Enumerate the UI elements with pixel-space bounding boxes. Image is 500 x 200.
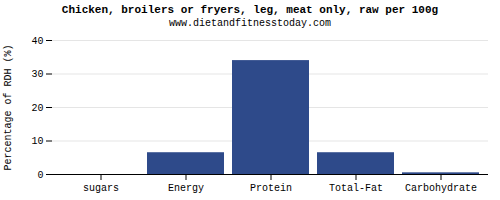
svg-text:Total-Fat: Total-Fat — [329, 183, 383, 194]
svg-text:Energy: Energy — [168, 183, 204, 194]
svg-text:10: 10 — [31, 136, 43, 147]
svg-text:Carbohydrate: Carbohydrate — [405, 183, 477, 194]
html-text:Chicken, broilers or fryers, l: Chicken, broilers or fryers, leg, meat o… — [61, 4, 439, 16]
svg-text:sugars: sugars — [83, 183, 119, 194]
svg-text:30: 30 — [31, 69, 43, 80]
svg-text:Protein: Protein — [250, 183, 292, 194]
svg-text:0: 0 — [37, 170, 43, 181]
svg-text:Percentage of RDH (%): Percentage of RDH (%) — [3, 44, 14, 170]
svg-text:20: 20 — [31, 103, 43, 114]
html-text:www.dietandfitnesstoday.com: www.dietandfitnesstoday.com — [169, 18, 331, 29]
svg-text:40: 40 — [31, 36, 43, 47]
